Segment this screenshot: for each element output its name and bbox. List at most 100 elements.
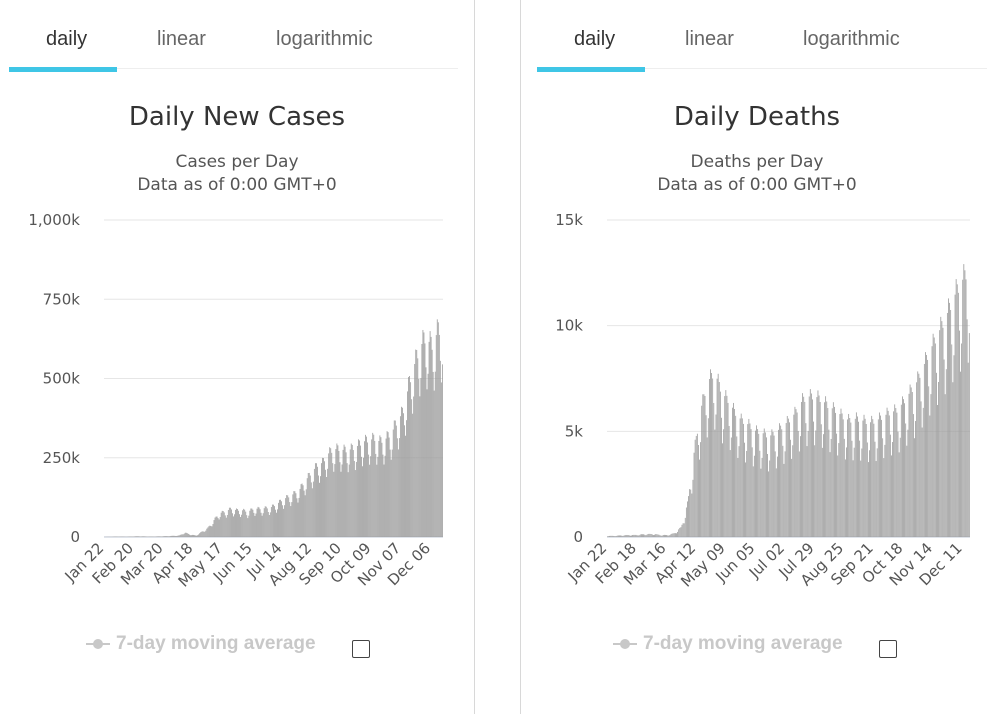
bar [791, 458, 793, 537]
bar [296, 498, 298, 537]
bar [700, 442, 702, 537]
bar [197, 535, 198, 537]
bar [678, 529, 680, 537]
bar [312, 481, 314, 537]
bar [894, 404, 896, 537]
y-tick-label: 0 [70, 528, 80, 546]
bar [159, 536, 161, 537]
bar [964, 270, 966, 537]
bar [744, 442, 745, 537]
bar [912, 414, 914, 537]
bar [714, 429, 716, 537]
bar [139, 536, 141, 537]
bar [440, 382, 442, 537]
bar [303, 490, 305, 537]
bar [638, 535, 640, 537]
bar [248, 515, 250, 537]
bar [323, 457, 324, 537]
bar [240, 517, 242, 537]
bar [826, 401, 828, 537]
bar [398, 438, 400, 537]
bar [244, 509, 246, 537]
bar [406, 420, 407, 537]
tab-daily[interactable]: daily [574, 28, 616, 50]
bar [141, 536, 143, 537]
bar [804, 401, 806, 537]
bar [858, 421, 859, 537]
legend-label: 7-day moving average [116, 633, 316, 654]
bar [327, 468, 329, 537]
bar [769, 460, 771, 537]
bar [834, 406, 835, 537]
tab-logarithmic[interactable]: logarithmic [276, 28, 373, 50]
bar [899, 437, 901, 537]
bar [214, 517, 216, 537]
bar [344, 446, 346, 537]
bar [379, 435, 381, 537]
tab-daily[interactable]: daily [46, 28, 88, 50]
bar [797, 430, 799, 537]
bar [617, 535, 619, 537]
bar [938, 381, 939, 537]
tab-linear[interactable]: linear [157, 28, 206, 50]
bar [628, 535, 630, 537]
bar [815, 430, 817, 537]
bar [268, 515, 270, 537]
bar [655, 534, 657, 537]
bar [343, 444, 345, 537]
bar [676, 533, 677, 537]
bar [630, 535, 631, 537]
tab-linear[interactable]: linear [685, 28, 734, 50]
bar [949, 302, 950, 537]
bar [161, 536, 163, 537]
tab-logarithmic[interactable]: logarithmic [803, 28, 900, 50]
moving-average-legend[interactable]: 7-day moving average [613, 633, 843, 655]
bar [783, 463, 785, 537]
bar [776, 456, 778, 537]
bar [968, 333, 970, 537]
bar [196, 535, 197, 537]
bar [309, 475, 311, 537]
bar [810, 393, 812, 537]
bar [944, 394, 946, 537]
bar [270, 507, 272, 537]
bar [706, 437, 708, 537]
bars [104, 319, 443, 537]
bar [952, 382, 954, 537]
bar [735, 415, 737, 537]
bar [301, 483, 303, 537]
bar [228, 507, 230, 537]
bar [368, 454, 370, 537]
bar [934, 343, 936, 537]
bar [213, 520, 215, 537]
bar [435, 335, 437, 537]
y-tick-label: 15k [555, 211, 583, 229]
bar [807, 430, 809, 537]
bar [774, 451, 776, 537]
bar [439, 360, 441, 537]
bar [325, 469, 327, 537]
moving-average-legend[interactable]: 7-day moving average [86, 633, 316, 655]
moving-average-checkbox[interactable] [352, 640, 370, 658]
bar [649, 533, 651, 537]
bar [824, 402, 825, 537]
bar [313, 468, 315, 537]
moving-average-checkbox[interactable] [879, 640, 897, 658]
bar [135, 536, 137, 537]
bar [738, 446, 740, 537]
bar [169, 536, 171, 537]
y-tick-label: 250k [43, 449, 81, 467]
bar [377, 456, 379, 537]
bar [778, 429, 779, 537]
bar [385, 438, 387, 537]
bar [837, 455, 839, 537]
bar [956, 284, 958, 537]
bar [291, 502, 293, 537]
bar [284, 505, 286, 537]
bar [784, 451, 786, 537]
bar [835, 412, 836, 537]
bar [278, 502, 279, 537]
bar [259, 509, 261, 537]
bar [367, 442, 369, 537]
